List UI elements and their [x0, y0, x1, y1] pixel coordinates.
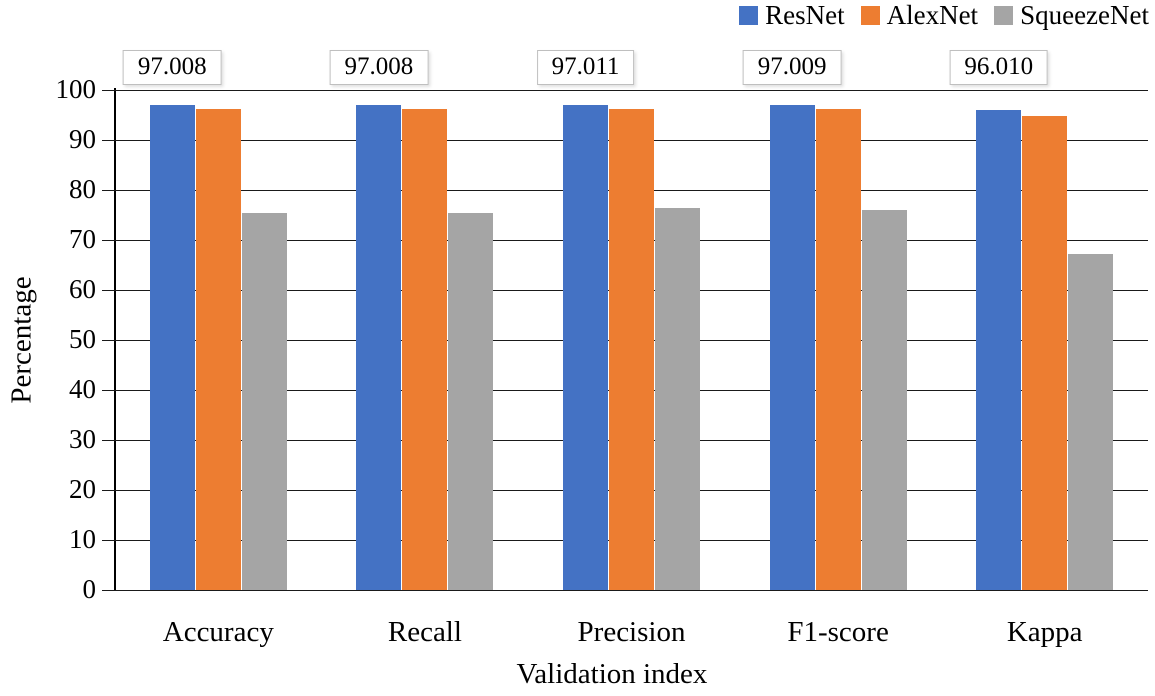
bar-resnet-accuracy — [149, 104, 195, 590]
y-tick-label-20: 20 — [69, 473, 96, 504]
x-axis-title: Validation index — [516, 658, 708, 690]
y-axis-line — [114, 88, 116, 591]
legend-item-resnet: ResNet — [739, 0, 845, 30]
legend-item-alexnet: AlexNet — [860, 0, 979, 30]
bar-alexnet-recall — [402, 109, 448, 590]
y-tick-mark — [102, 240, 115, 241]
y-tick-label-80: 80 — [69, 173, 96, 204]
data-label-recall: 97.008 — [329, 50, 429, 85]
bar-alexnet-kappa — [1022, 116, 1068, 590]
y-tick-label-50: 50 — [69, 323, 96, 354]
legend-swatch-icon — [994, 6, 1014, 25]
bar-resnet-precision — [563, 104, 608, 590]
y-tick-mark — [102, 390, 115, 391]
y-tick-label-60: 60 — [69, 273, 96, 304]
x-category-label-recall: Recall — [387, 616, 462, 648]
data-label-accuracy: 97.008 — [122, 50, 222, 85]
y-tick-label-10: 10 — [69, 523, 96, 554]
x-category-label-kappa: Kappa — [1006, 616, 1083, 648]
bar-alexnet-precision — [609, 109, 654, 590]
bar-resnet-recall — [356, 104, 402, 590]
y-tick-mark — [102, 190, 115, 191]
bar-squeezenet-f1-score — [861, 210, 907, 590]
bar-alexnet-accuracy — [195, 109, 241, 590]
y-tick-label-70: 70 — [69, 223, 96, 254]
y-tick-mark — [102, 590, 115, 591]
chart-legend: ResNet AlexNet SqueezeNet — [739, 2, 1149, 29]
data-label-kappa: 96.010 — [949, 50, 1049, 85]
bar-squeezenet-accuracy — [241, 212, 287, 590]
bar-resnet-kappa — [976, 109, 1022, 590]
y-tick-mark — [102, 490, 115, 491]
y-tick-label-30: 30 — [69, 423, 96, 454]
plot-area — [115, 90, 1148, 591]
gridline-0 — [115, 590, 1148, 591]
legend-item-squeezenet: SqueezeNet — [994, 2, 1149, 29]
x-category-label-precision: Precision — [577, 616, 686, 648]
y-tick-label-100: 100 — [55, 73, 97, 104]
y-tick-mark — [102, 140, 115, 141]
y-tick-mark — [102, 440, 115, 441]
y-tick-mark — [102, 540, 115, 541]
data-label-precision: 97.011 — [536, 50, 635, 85]
y-tick-label-90: 90 — [69, 123, 96, 154]
bar-resnet-f1-score — [769, 104, 815, 590]
bar-squeezenet-precision — [655, 207, 700, 590]
legend-label: ResNet — [765, 0, 845, 30]
bar-squeezenet-kappa — [1068, 253, 1114, 590]
legend-swatch-icon — [860, 6, 880, 25]
y-tick-label-40: 40 — [69, 373, 96, 404]
legend-label: SqueezeNet — [1020, 0, 1149, 30]
x-category-label-f1-score: F1-score — [787, 616, 889, 648]
legend-swatch-icon — [739, 6, 759, 25]
bar-squeezenet-recall — [448, 212, 494, 590]
y-tick-mark — [102, 90, 115, 91]
bar-alexnet-f1-score — [815, 109, 861, 590]
y-tick-mark — [102, 340, 115, 341]
data-label-f1-score: 97.009 — [742, 50, 842, 85]
gridline-100 — [115, 90, 1148, 91]
y-tick-label-0: 0 — [82, 573, 97, 604]
x-category-label-accuracy: Accuracy — [162, 616, 274, 648]
y-tick-mark — [102, 290, 115, 291]
legend-label: AlexNet — [886, 0, 979, 30]
